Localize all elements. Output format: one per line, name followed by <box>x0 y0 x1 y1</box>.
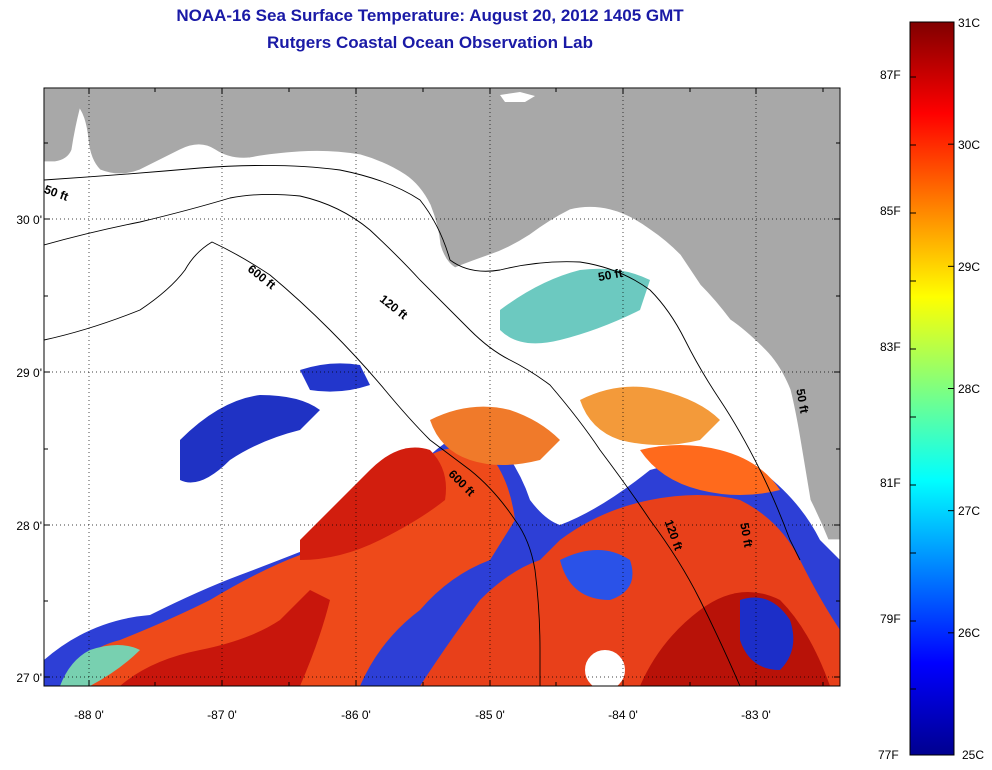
isobath-lines <box>44 164 801 686</box>
lon-label-87: -87 0' <box>207 708 237 722</box>
inland-lake <box>500 92 535 102</box>
map-subtitle: Rutgers Coastal Ocean Observation Lab <box>267 33 593 52</box>
colorbar-label-30c: 30C <box>958 138 981 152</box>
colorbar-label-85f: 85F <box>880 204 901 218</box>
lon-label-84: -84 0' <box>608 708 638 722</box>
lon-label-85: -85 0' <box>475 708 505 722</box>
colorbar-label-27c: 27C <box>958 504 981 518</box>
lon-label-83: -83 0' <box>741 708 771 722</box>
colorbar-label-31c: 31C <box>958 16 981 30</box>
lat-label-28: 28 0' <box>16 519 42 533</box>
sst-data-layer <box>44 268 840 686</box>
lat-label-27: 27 0' <box>16 671 42 685</box>
colorbar <box>909 21 955 756</box>
colorbar-ticks <box>910 21 954 756</box>
colorbar-label-26c: 26C <box>958 626 981 640</box>
colorbar-label-28c: 28C <box>958 382 981 396</box>
lon-label-86: -86 0' <box>341 708 371 722</box>
lat-label-30: 30 0' <box>16 213 42 227</box>
map-title: NOAA-16 Sea Surface Temperature: August … <box>176 6 684 25</box>
colorbar-label-25c: 25C <box>962 748 985 762</box>
colorbar-label-79f: 79F <box>880 612 901 626</box>
land-mass <box>44 88 840 541</box>
graticule <box>44 88 840 686</box>
lon-label-88: -88 0' <box>74 708 104 722</box>
axis-ticks <box>44 88 840 686</box>
colorbar-label-87f: 87F <box>880 68 901 82</box>
colorbar-label-29c: 29C <box>958 260 981 274</box>
lat-label-29: 29 0' <box>16 366 42 380</box>
colorbar-label-81f: 81F <box>880 476 901 490</box>
map-frame <box>43 87 841 687</box>
colorbar-label-77f: 77F <box>878 748 899 762</box>
colorbar-label-83f: 83F <box>880 340 901 354</box>
